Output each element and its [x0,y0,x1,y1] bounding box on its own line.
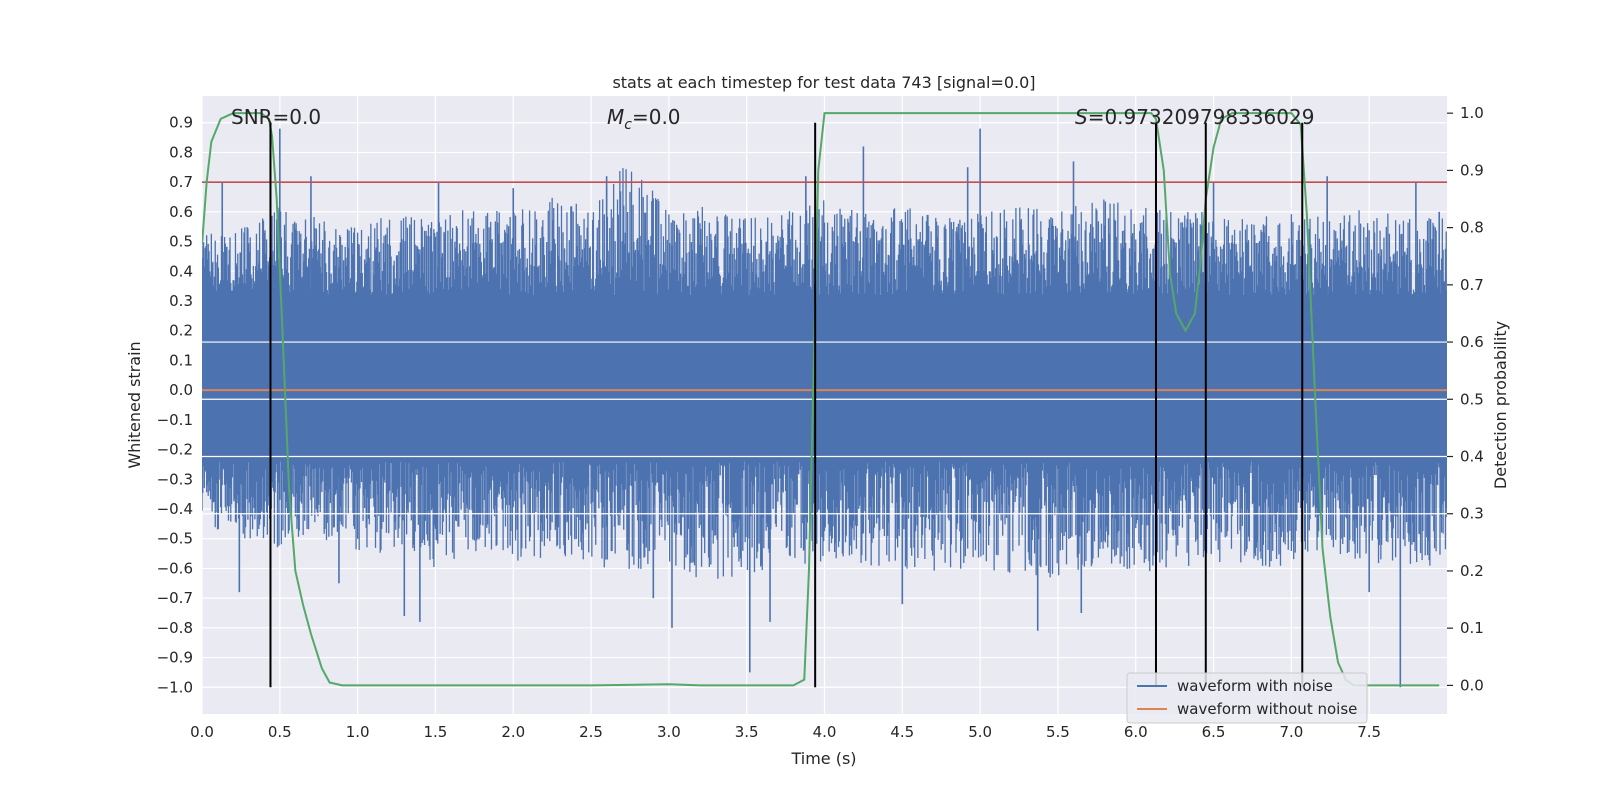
y-left-axis-label: Whitened strain [125,341,144,468]
y-left-tick-label-7: 0.2 [169,322,193,340]
y-right-tick-label-5: 0.5 [1460,390,1484,408]
x-tick-label-0: 0.0 [190,723,214,741]
mc-value: =0.0 [632,105,681,129]
s-symbol: S [1075,105,1088,129]
s-annotation: S=0.973209798336029 [1075,105,1314,129]
x-axis-label: Time (s) [790,749,856,768]
x-tick-label-8: 4.0 [813,723,837,741]
y-right-tick-label-0: 1.0 [1460,104,1484,122]
y-left-tick-label-8: 0.1 [169,351,193,369]
y-left-tick-label-9: 0.0 [169,381,193,399]
y-left-tick-label-11: −0.2 [157,441,193,459]
y-left-tick-label-15: −0.6 [157,559,193,577]
chart-title: stats at each timestep for test data 743… [612,73,1035,92]
y-left-tick-label-1: 0.8 [169,143,193,161]
y-left-tick-label-4: 0.5 [169,233,193,251]
y-right-tick-label-8: 0.2 [1460,562,1484,580]
y-left-tick-label-16: −0.7 [157,589,193,607]
y-right-tick-label-4: 0.6 [1460,333,1484,351]
y-left-tick-label-6: 0.3 [169,292,193,310]
x-tick-label-13: 6.5 [1202,723,1226,741]
x-tick-label-3: 1.5 [424,723,448,741]
mc-subscript: c [624,117,632,133]
s-value: =0.973209798336029 [1088,105,1315,129]
y-left-tick-label-13: −0.4 [157,500,193,518]
x-tick-label-1: 0.5 [268,723,292,741]
x-tick-label-7: 3.5 [735,723,759,741]
mc-annotation: Mc=0.0 [607,105,681,133]
noise-waveform [202,128,1447,688]
y-left-tick-label-17: −0.8 [157,619,193,637]
y-right-tick-label-7: 0.3 [1460,505,1484,523]
y-left-tick-label-2: 0.7 [169,173,193,191]
x-tick-label-15: 7.5 [1357,723,1381,741]
y-left-tick-labels: 0.9 0.8 0.7 0.6 0.5 0.4 0.3 0.2 0.1 0.0 −0.1 −0.2 −0… [157,114,193,697]
y-left-tick-label-5: 0.4 [169,262,193,280]
y-right-axis-label: Detection probability [1491,321,1510,489]
y-right-tick-label-3: 0.7 [1460,276,1484,294]
x-tick-labels: 0.0 0.5 1.0 1.5 2.0 2.5 3.0 3.5 4.0 4.5 5.0 5.5 6.0 6… [190,723,1381,741]
x-tick-label-9: 4.5 [890,723,914,741]
y-right-tick-label-9: 0.1 [1460,619,1484,637]
noise-core [202,295,1447,462]
y-right-tick-label-6: 0.4 [1460,448,1484,466]
x-tick-label-2: 1.0 [346,723,370,741]
y-left-tick-label-0: 0.9 [169,114,193,132]
y-left-tick-label-12: −0.3 [157,470,193,488]
y-right-tick-label-1: 0.9 [1460,161,1484,179]
overlay-grid [202,341,1447,515]
mc-symbol: M [607,105,624,129]
x-tick-label-6: 3.0 [657,723,681,741]
x-tick-label-14: 7.0 [1279,723,1303,741]
x-tick-label-12: 6.0 [1124,723,1148,741]
y-right-tick-label-2: 0.8 [1460,219,1484,237]
x-tick-label-4: 2.0 [501,723,525,741]
x-tick-label-5: 2.5 [579,723,603,741]
legend-box [1126,672,1368,724]
y-right-tick-label-10: 0.0 [1460,676,1484,694]
y-left-tick-label-10: −0.1 [157,411,193,429]
vertical-markers [269,122,1304,688]
snr-annotation: SNR=0.0 [231,105,321,129]
y-left-tick-label-18: −0.9 [157,649,193,667]
y-right-tick-labels: 1.0 0.9 0.8 0.7 0.6 0.5 0.4 0.3 0.2 0.1 0.0 [1447,104,1484,694]
x-tick-label-10: 5.0 [968,723,992,741]
legend-label-clean: waveform without noise [1177,700,1357,718]
y-left-tick-label-14: −0.5 [157,530,193,548]
y-left-tick-label-3: 0.6 [169,203,193,221]
y-left-tick-label-19: −1.0 [157,678,193,696]
x-tick-label-11: 5.5 [1046,723,1070,741]
legend: waveform with noise waveform without noi… [1126,672,1368,724]
legend-label-noise: waveform with noise [1177,677,1333,695]
